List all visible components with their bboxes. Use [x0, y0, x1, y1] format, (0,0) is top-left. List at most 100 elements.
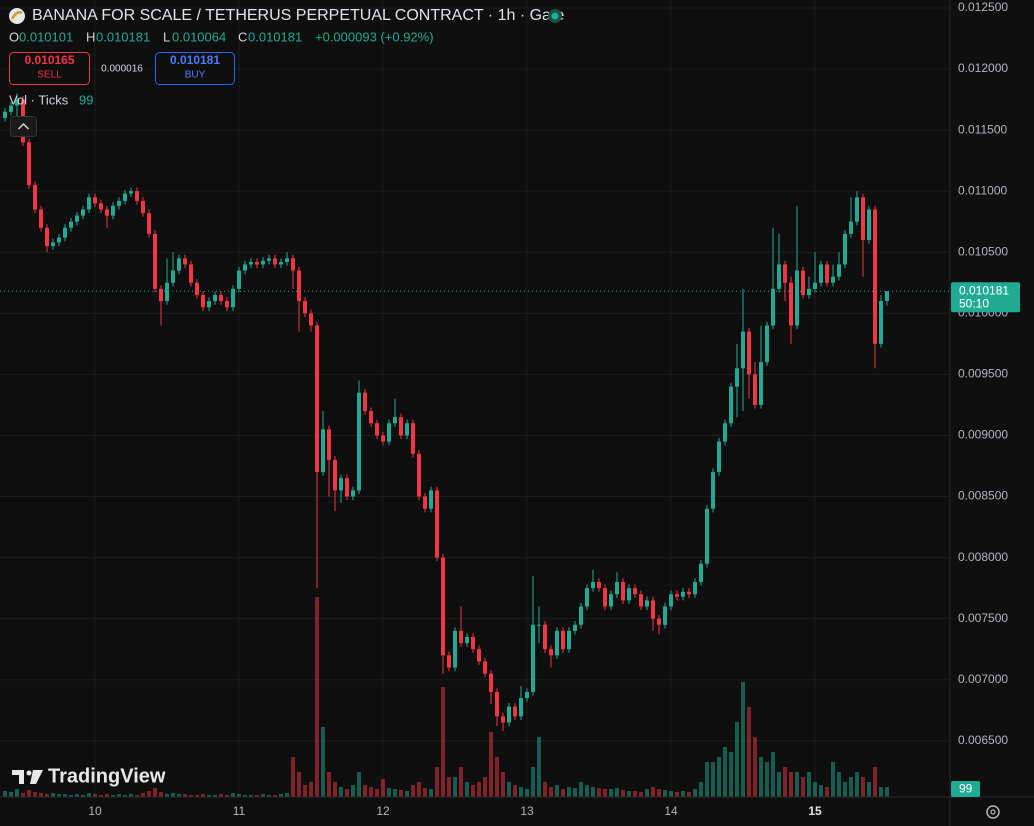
volume-bar	[33, 792, 37, 797]
volume-bar	[813, 782, 817, 797]
volume-bar	[363, 785, 367, 797]
candle-body	[723, 423, 727, 442]
candle-body	[27, 142, 31, 186]
volume-bar	[543, 782, 547, 797]
candle-body	[399, 417, 403, 436]
candle-body	[195, 282, 199, 295]
volume-bar	[333, 782, 337, 797]
collapse-button[interactable]	[10, 116, 37, 137]
candle-body	[315, 325, 319, 473]
indicator-name[interactable]: Vol · Ticks	[9, 92, 69, 107]
candle-body	[207, 301, 211, 308]
candle-body	[183, 258, 187, 265]
volume-bar	[57, 794, 61, 797]
volume-bar	[615, 788, 619, 797]
volume-bar	[651, 787, 655, 797]
x-tick-label: 15	[808, 804, 822, 818]
candle-body	[177, 258, 181, 271]
ohlc-letter: L	[163, 29, 170, 44]
candle-body	[255, 262, 259, 265]
volume-bar	[555, 785, 559, 797]
volume-bar	[711, 762, 715, 797]
candle-body	[639, 594, 643, 607]
settings-icon[interactable]	[986, 805, 1000, 819]
candle-body	[495, 691, 499, 717]
y-tick-label: 0.011500	[958, 122, 1007, 136]
buy-label: BUY	[185, 70, 206, 81]
candle-body	[45, 227, 49, 247]
candle-body	[291, 258, 295, 271]
volume-bar	[465, 782, 469, 797]
volume-bar	[411, 785, 415, 797]
volume-bar	[675, 792, 679, 797]
volume-bar	[225, 795, 229, 797]
volume-bar	[357, 772, 361, 797]
candle-body	[345, 478, 349, 497]
candle-body	[735, 368, 739, 387]
candle-body	[411, 423, 415, 454]
buy-button[interactable]	[155, 52, 235, 85]
volume-bar	[39, 793, 43, 797]
volume-bar	[297, 772, 301, 797]
volume-bar	[819, 785, 823, 797]
candle-body	[501, 716, 505, 723]
candle-body	[435, 490, 439, 558]
volume-bar	[699, 782, 703, 797]
candle-body	[63, 227, 67, 238]
sell-button[interactable]	[9, 52, 90, 85]
volume-bar	[87, 793, 91, 797]
candle-body	[261, 260, 265, 265]
volume-bar	[387, 788, 391, 797]
candle-body	[483, 661, 487, 674]
volume-bar	[309, 782, 313, 797]
candle-body	[333, 459, 337, 491]
volume-bar	[537, 737, 541, 797]
volume-bar	[795, 772, 799, 797]
candle-body	[585, 588, 589, 607]
volume-bar	[105, 794, 109, 797]
candle-body	[357, 392, 361, 491]
candle-body	[249, 262, 253, 265]
volume-bar	[399, 790, 403, 797]
candle-body	[555, 630, 559, 656]
candle-body	[147, 213, 151, 234]
volume-bar	[861, 777, 865, 797]
candle-body	[81, 209, 85, 216]
volume-bar	[267, 795, 271, 797]
volume-bar	[459, 767, 463, 797]
volume-bar	[375, 789, 379, 797]
volume-bar	[435, 767, 439, 797]
candle-body	[429, 490, 433, 509]
candle-body	[579, 606, 583, 625]
volume-bar	[183, 794, 187, 797]
volume-bar	[315, 597, 319, 797]
volume-bar	[855, 772, 859, 797]
volume-bar	[579, 782, 583, 797]
volume-bar	[585, 785, 589, 797]
volume-bar	[633, 791, 637, 797]
candle-body	[699, 563, 703, 583]
candle-body	[441, 557, 445, 656]
brand-name[interactable]: TradingView	[48, 765, 166, 787]
candle-body	[657, 618, 661, 625]
volume-bar	[327, 772, 331, 797]
volume-bar	[831, 762, 835, 797]
candle-body	[747, 331, 751, 375]
price-change: +0.000093 (+0.92%)	[315, 29, 434, 44]
candle-body	[369, 411, 373, 424]
symbol-icon-mark	[10, 11, 23, 20]
symbol-icon[interactable]	[9, 8, 25, 24]
candle-body	[201, 294, 205, 308]
candle-body	[825, 264, 829, 283]
candle-body	[39, 209, 43, 228]
candle-body	[843, 233, 847, 265]
volume-bar	[765, 762, 769, 797]
volume-bar	[867, 782, 871, 797]
volume-bar	[417, 782, 421, 797]
candle-body	[285, 258, 289, 263]
chart-title[interactable]: BANANA FOR SCALE / TETHERUS PERPETUAL CO…	[32, 7, 564, 24]
y-tick-label: 0.009500	[958, 367, 1008, 381]
volume-bar	[597, 788, 601, 797]
